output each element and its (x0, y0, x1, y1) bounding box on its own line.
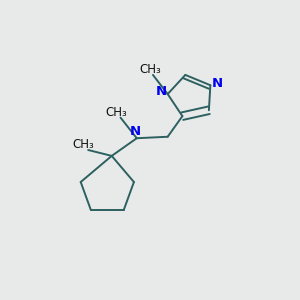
Text: CH₃: CH₃ (139, 62, 161, 76)
Text: N: N (130, 125, 141, 138)
Text: N: N (156, 85, 167, 98)
Text: CH₃: CH₃ (105, 106, 127, 119)
Text: N: N (211, 77, 222, 90)
Text: CH₃: CH₃ (72, 138, 94, 151)
